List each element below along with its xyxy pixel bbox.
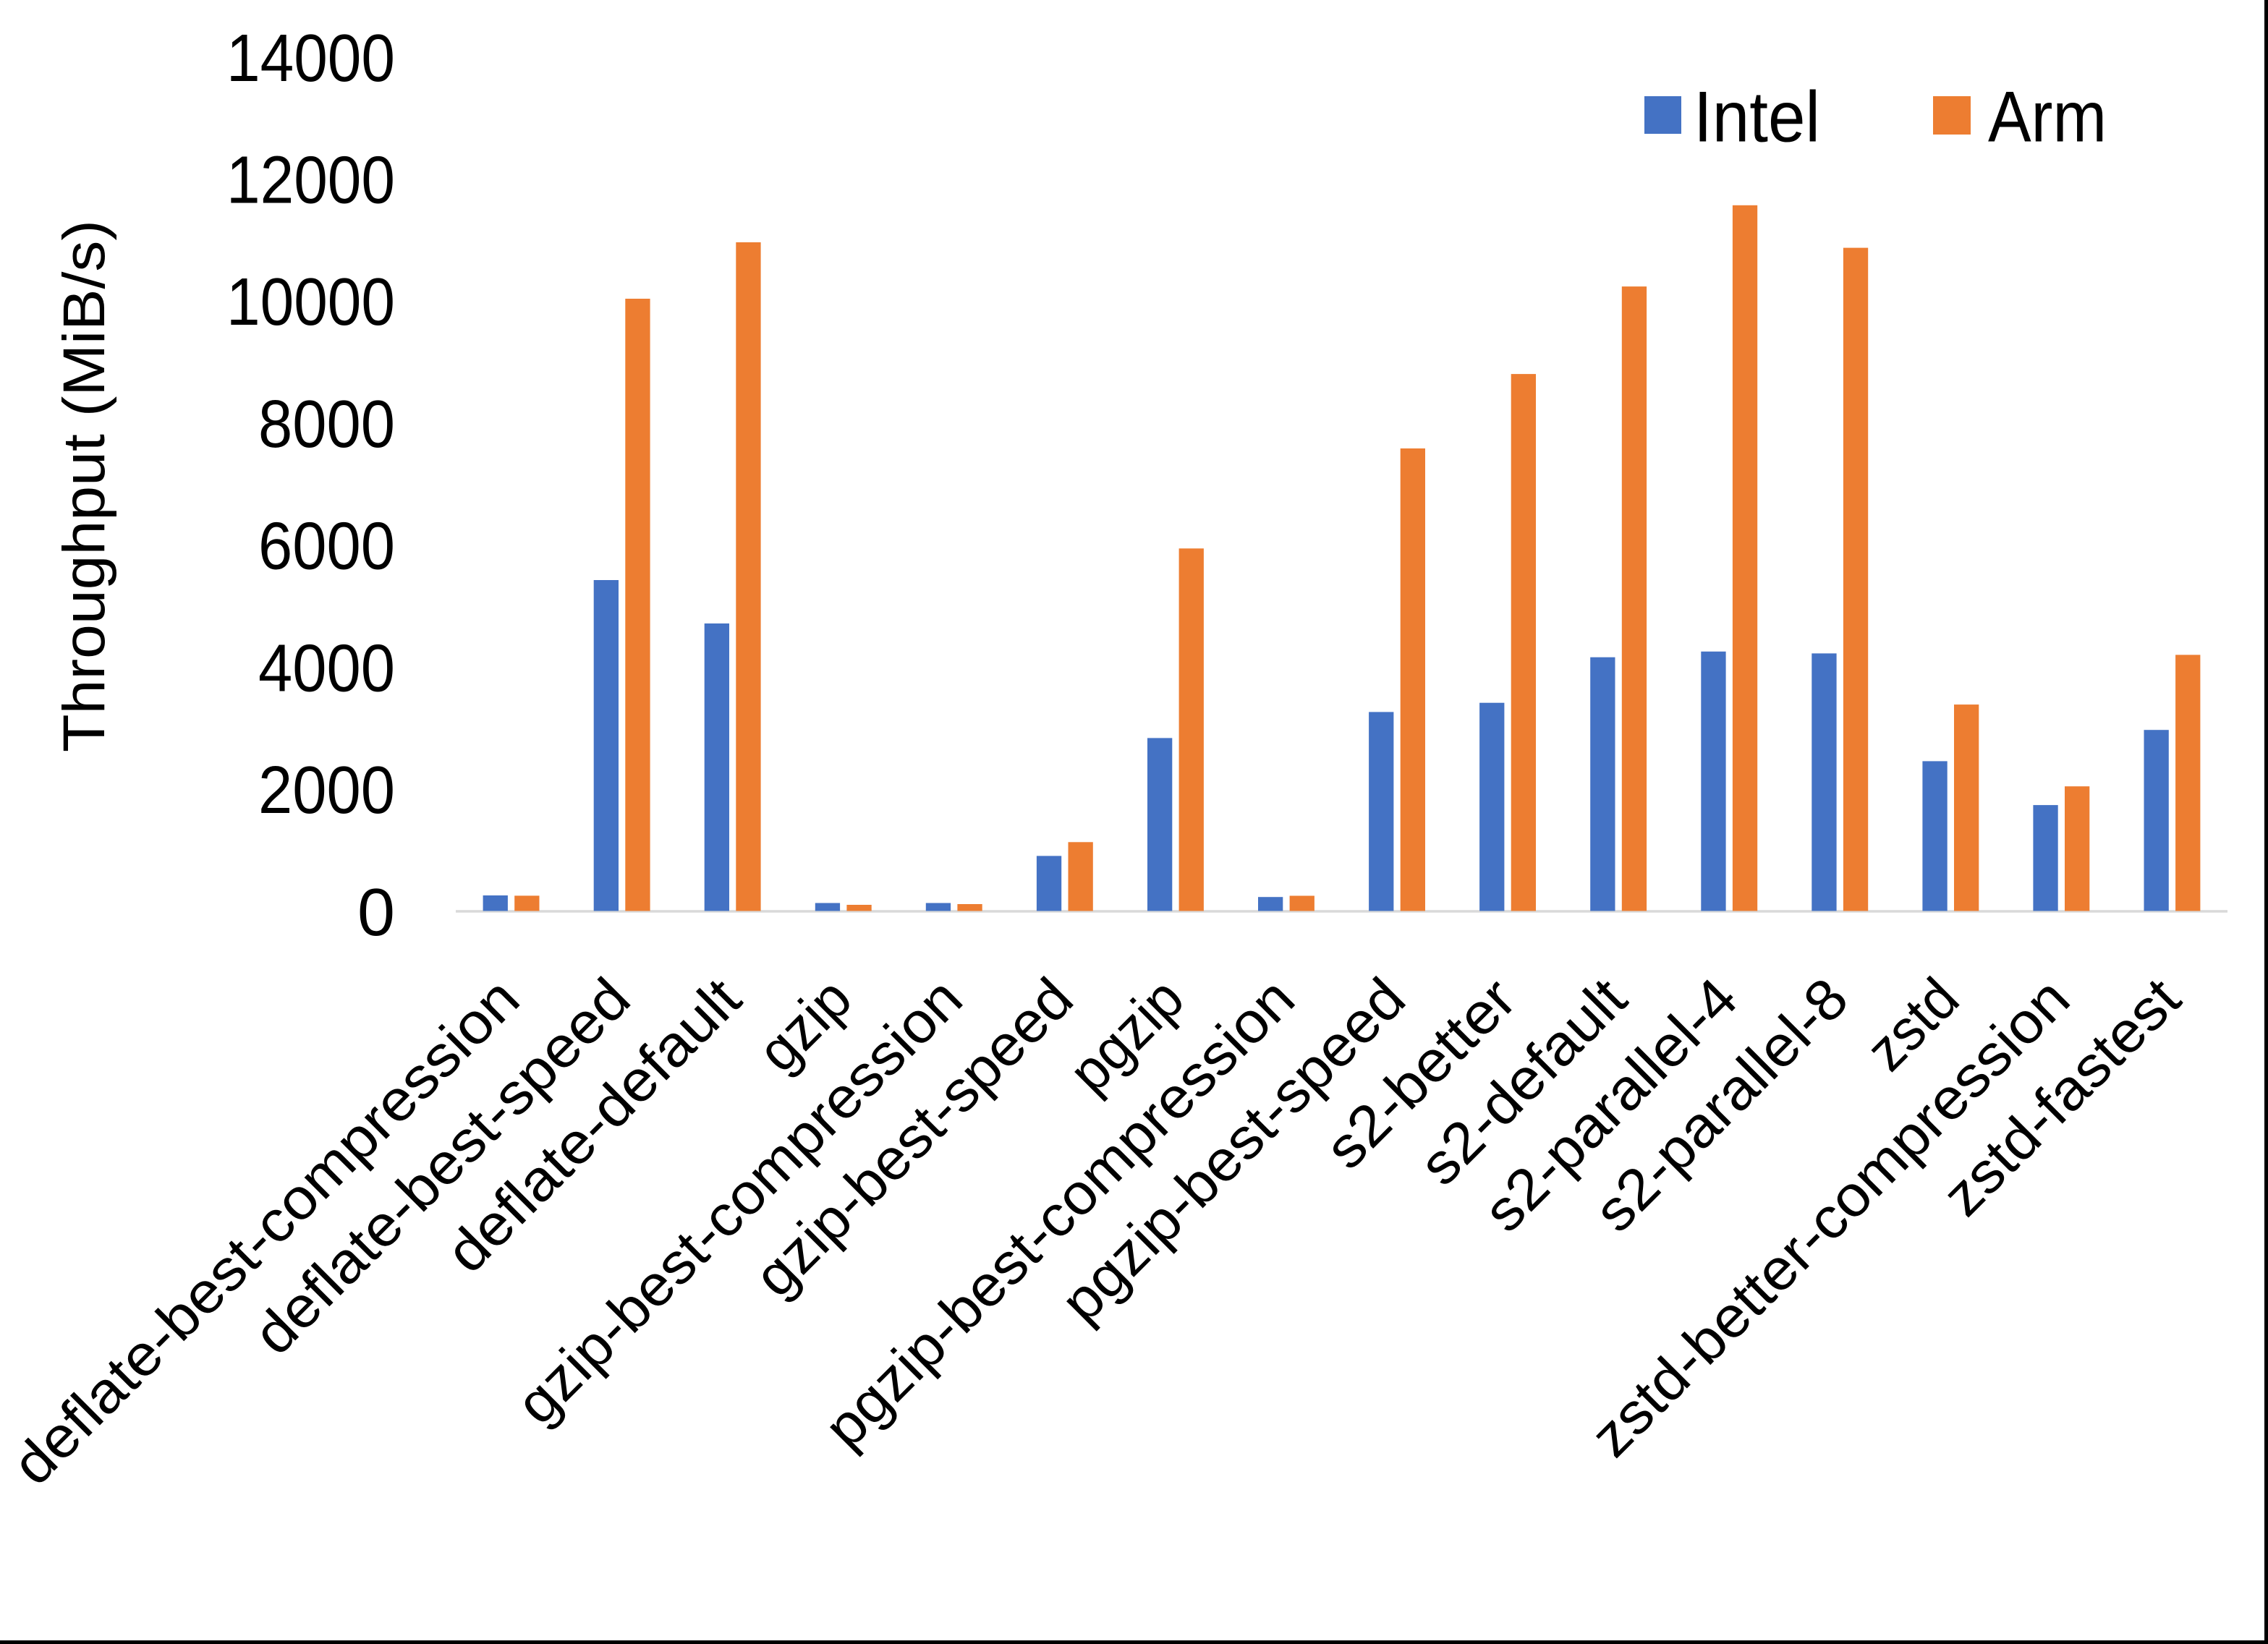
svg-text:8000: 8000 [258, 386, 395, 461]
svg-text:14000: 14000 [226, 20, 395, 95]
svg-text:12000: 12000 [226, 142, 395, 218]
svg-text:10000: 10000 [226, 264, 395, 339]
svg-text:6000: 6000 [258, 508, 395, 584]
svg-text:Arm: Arm [1988, 77, 2107, 157]
svg-text:4000: 4000 [258, 630, 395, 705]
svg-text:Intel: Intel [1694, 77, 1820, 157]
svg-text:Throughput (MiB/s): Throughput (MiB/s) [51, 220, 117, 752]
svg-text:2000: 2000 [258, 752, 395, 827]
svg-text:0: 0 [357, 874, 395, 950]
